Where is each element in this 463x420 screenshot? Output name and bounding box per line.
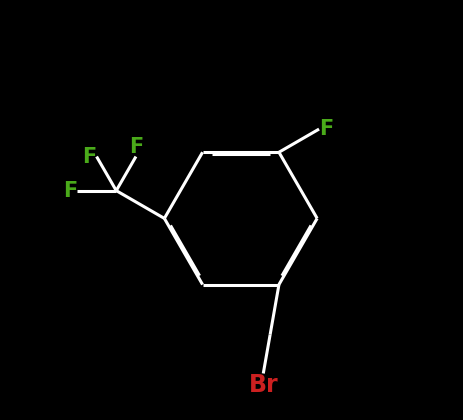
Text: F: F: [82, 147, 97, 167]
Text: Br: Br: [249, 373, 278, 397]
Text: F: F: [129, 136, 143, 157]
Text: F: F: [63, 181, 77, 201]
Text: F: F: [319, 119, 333, 139]
